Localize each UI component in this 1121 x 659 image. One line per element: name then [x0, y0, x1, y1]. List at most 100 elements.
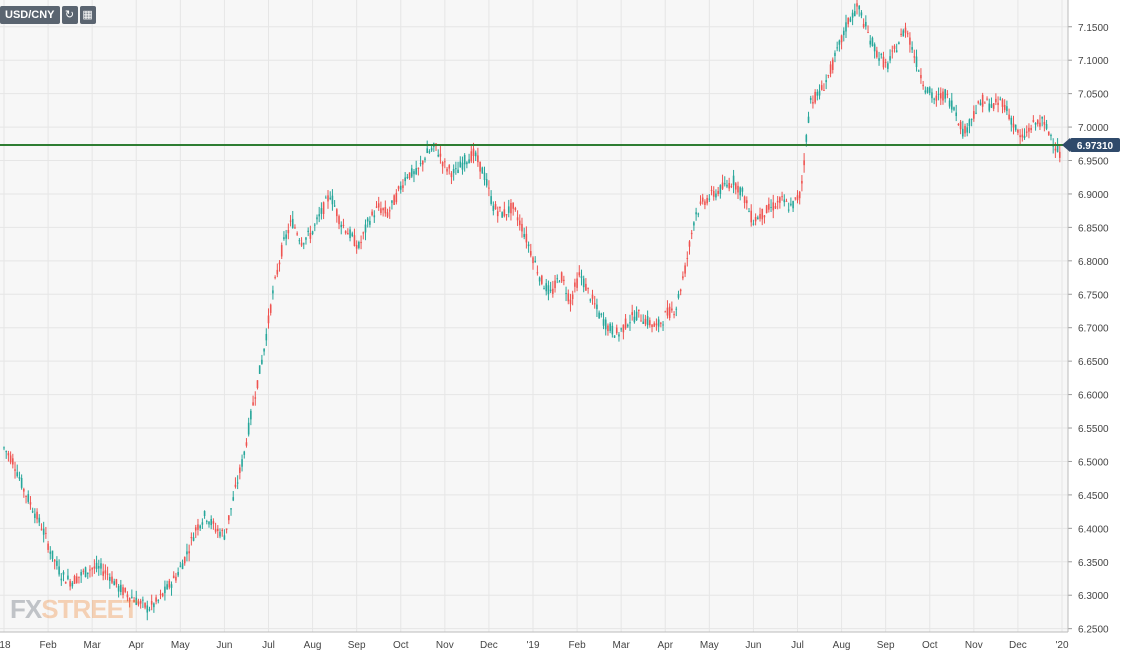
candle-body — [5, 451, 8, 453]
candle-body — [137, 601, 140, 605]
symbol-label[interactable]: USD/CNY — [0, 6, 60, 24]
candle-body — [968, 119, 971, 126]
candle-body — [228, 515, 230, 521]
candle-body — [166, 584, 168, 590]
candle-body — [305, 237, 307, 240]
candle-body — [49, 551, 52, 554]
candle-body — [503, 209, 506, 217]
candle-body — [80, 572, 82, 576]
candle-body — [854, 11, 856, 17]
candle-body — [719, 185, 722, 194]
calendar-icon[interactable]: ▦ — [79, 6, 96, 24]
candle-body — [825, 80, 827, 83]
candle-body — [615, 327, 618, 334]
refresh-icon[interactable]: ↻ — [61, 6, 78, 24]
x-tick-label: Jun — [745, 640, 761, 651]
candle-body — [770, 206, 772, 208]
candle-body — [342, 224, 345, 226]
y-tick-label: 7.0500 — [1078, 90, 1109, 101]
candle-body — [499, 206, 501, 209]
candle-body — [382, 208, 384, 211]
y-tick-label: 6.8000 — [1078, 257, 1109, 268]
candle-body — [812, 102, 814, 104]
candle-body — [466, 162, 468, 165]
candle-body — [25, 495, 27, 497]
candle-body — [399, 185, 402, 190]
candle-body — [534, 260, 537, 263]
candle-body — [884, 61, 887, 63]
candle-body — [254, 397, 257, 399]
candle-body — [300, 242, 303, 246]
candle-body — [351, 233, 354, 236]
candle-body — [902, 30, 905, 37]
candle-body — [73, 576, 76, 584]
candle-body — [430, 148, 433, 151]
candle-body — [893, 45, 896, 49]
candle-body — [532, 257, 534, 264]
candle-body — [245, 442, 248, 446]
candle-body — [347, 232, 349, 235]
y-tick-label: 7.0000 — [1078, 123, 1109, 134]
candle-body — [225, 528, 228, 530]
candle-body — [856, 3, 858, 7]
candle-body — [801, 180, 803, 184]
candle-body — [697, 213, 700, 215]
candle-body — [419, 163, 422, 165]
candle-body — [891, 50, 894, 52]
candle-body — [139, 600, 142, 604]
x-tick-label: Sep — [877, 640, 895, 651]
candle-body — [865, 21, 867, 27]
x-tick-label: Aug — [833, 640, 851, 651]
candle-body — [997, 102, 999, 105]
candle-body — [194, 527, 197, 531]
candle-body — [598, 312, 600, 319]
candle-body — [675, 308, 678, 310]
candle-body — [541, 275, 543, 284]
y-tick-label: 6.4000 — [1078, 524, 1109, 535]
candle-body — [510, 202, 512, 214]
candle-body — [78, 576, 80, 578]
candle-body — [988, 103, 991, 111]
candle-body — [20, 478, 23, 488]
candle-body — [457, 169, 459, 174]
candle-body — [1003, 105, 1006, 111]
candle-body — [208, 521, 210, 525]
candle-body — [679, 289, 682, 292]
candle-body — [514, 207, 517, 210]
candle-body — [818, 90, 821, 96]
candle-body — [565, 293, 567, 295]
candle-body — [100, 563, 102, 569]
candle-body — [765, 205, 768, 214]
candle-body — [721, 182, 724, 189]
candle-body — [82, 570, 85, 572]
candle-body — [640, 320, 642, 322]
x-tick-label: May — [171, 640, 190, 651]
candle-body — [340, 224, 343, 228]
candle-body — [42, 528, 45, 535]
candle-body — [265, 333, 268, 341]
candle-body — [496, 211, 499, 217]
candle-body — [439, 153, 442, 157]
candle-body — [95, 562, 98, 569]
candle-body — [657, 319, 660, 327]
x-tick-label: Dec — [1009, 640, 1027, 651]
candle-body — [787, 209, 790, 211]
candle-body — [371, 211, 373, 216]
candle-body — [871, 37, 874, 46]
candle-body — [690, 232, 693, 235]
candle-body — [913, 56, 916, 58]
candle-body — [177, 572, 179, 576]
candle-body — [172, 575, 175, 579]
candle-body — [402, 185, 404, 189]
candle-body — [1001, 99, 1004, 107]
candle-body — [120, 584, 122, 593]
candle-body — [984, 102, 986, 104]
candle-body — [296, 233, 298, 235]
candle-body — [322, 202, 325, 214]
candle-body — [111, 576, 113, 583]
candle-body — [990, 104, 993, 108]
y-tick-label: 7.1000 — [1078, 56, 1109, 67]
plot-background — [0, 0, 1068, 632]
candle-body — [369, 220, 371, 225]
